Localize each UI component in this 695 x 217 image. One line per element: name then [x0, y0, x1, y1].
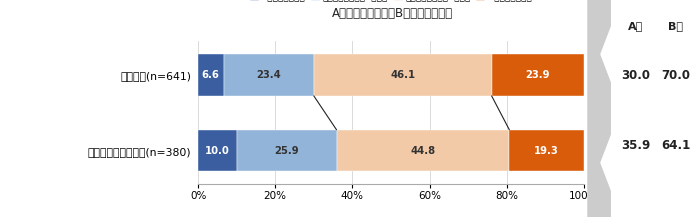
Text: 10.0: 10.0: [205, 146, 230, 156]
Polygon shape: [587, 0, 611, 217]
Bar: [314, 54, 491, 96]
Text: B計: B計: [668, 21, 683, 31]
Text: A：常時監視必要／B：常時監視不要: A：常時監視必要／B：常時監視不要: [332, 7, 453, 20]
Bar: [491, 54, 584, 96]
Text: 23.9: 23.9: [525, 70, 550, 80]
Text: 19.3: 19.3: [534, 146, 559, 156]
Text: 70.0: 70.0: [661, 69, 690, 82]
Bar: [236, 130, 336, 171]
Bar: [509, 130, 584, 171]
Bar: [198, 130, 236, 171]
Text: 35.9: 35.9: [621, 139, 651, 152]
Bar: [198, 54, 224, 96]
Legend: Aのとおりである, どちらかというとAに近い, どちらかというとBに近い, Bのとおりである: Aのとおりである, どちらかというとAに近い, どちらかというとBに近い, Bの…: [247, 0, 535, 5]
Text: 44.8: 44.8: [410, 146, 436, 156]
Text: 64.1: 64.1: [661, 139, 690, 152]
Text: 6.6: 6.6: [202, 70, 220, 80]
Text: A計: A計: [628, 21, 644, 31]
Text: 46.1: 46.1: [390, 70, 416, 80]
Text: 25.9: 25.9: [275, 146, 299, 156]
Text: 23.4: 23.4: [256, 70, 281, 80]
Bar: [336, 130, 509, 171]
Text: 30.0: 30.0: [621, 69, 651, 82]
Bar: [224, 54, 314, 96]
